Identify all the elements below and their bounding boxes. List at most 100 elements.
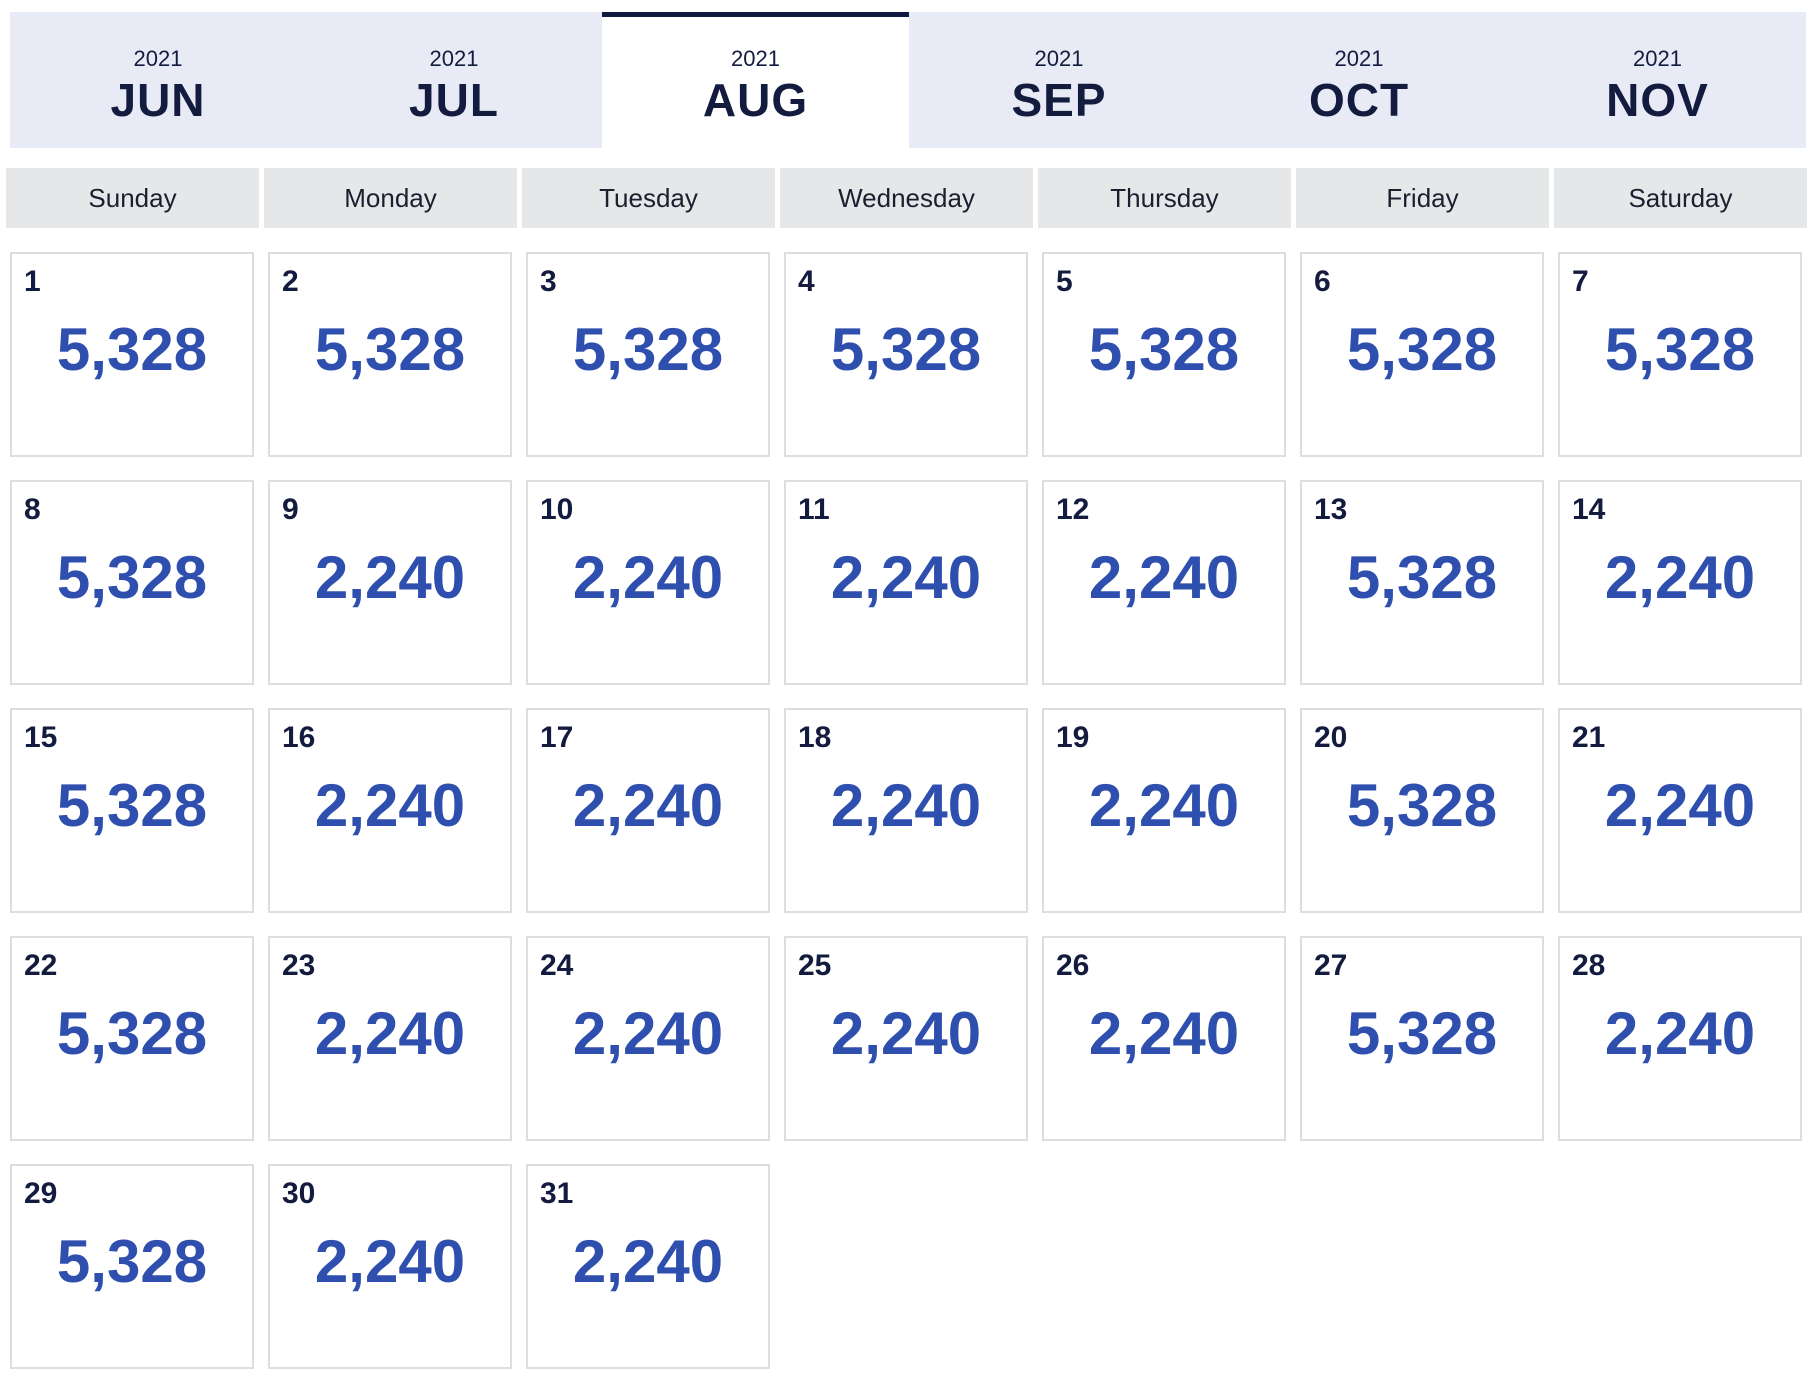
tab-month: OCT xyxy=(1308,74,1410,126)
day-cell[interactable]: 31 2,240 xyxy=(526,1164,770,1369)
day-cell[interactable]: 19 2,240 xyxy=(1042,708,1286,913)
day-number: 9 xyxy=(282,493,299,526)
points-price: 5,328 xyxy=(56,544,208,611)
day-cell[interactable]: 15 5,328 xyxy=(10,708,254,913)
day-cell[interactable]: 6 5,328 xyxy=(1300,252,1544,457)
day-cell[interactable]: 17 2,240 xyxy=(526,708,770,913)
weekday-friday: Friday xyxy=(1296,168,1549,228)
tab-jun[interactable]: 2021 JUN xyxy=(10,12,306,148)
points-price: 2,240 xyxy=(572,772,724,839)
points-price: 2,240 xyxy=(572,1000,724,1067)
weekday-header: Sunday Monday Tuesday Wednesday Thursday… xyxy=(6,168,1808,228)
points-price: 2,240 xyxy=(1088,1000,1240,1067)
day-number: 25 xyxy=(798,949,832,982)
tab-year: 2021 xyxy=(133,46,183,71)
day-number: 6 xyxy=(1314,265,1331,298)
day-cell[interactable]: 4 5,328 xyxy=(784,252,1028,457)
tab-year: 2021 xyxy=(1034,46,1084,71)
day-cell[interactable]: 25 2,240 xyxy=(784,936,1028,1141)
points-price: 2,240 xyxy=(1604,1000,1756,1067)
points-price: 2,240 xyxy=(314,772,466,839)
day-number: 12 xyxy=(1056,493,1090,526)
day-cell[interactable]: 18 2,240 xyxy=(784,708,1028,913)
day-number: 16 xyxy=(282,721,316,754)
day-cell[interactable]: 20 5,328 xyxy=(1300,708,1544,913)
tab-month: SEP xyxy=(1011,74,1107,126)
day-number: 19 xyxy=(1056,721,1090,754)
weekday-sunday: Sunday xyxy=(6,168,259,228)
day-number: 31 xyxy=(540,1177,574,1210)
day-number: 3 xyxy=(540,265,557,298)
weekday-tuesday: Tuesday xyxy=(522,168,775,228)
day-number: 17 xyxy=(540,721,574,754)
day-cell[interactable]: 11 2,240 xyxy=(784,480,1028,685)
points-price: 2,240 xyxy=(1604,544,1756,611)
day-cell[interactable]: 8 5,328 xyxy=(10,480,254,685)
weekday-wednesday: Wednesday xyxy=(780,168,1033,228)
tab-year: 2021 xyxy=(1633,46,1682,71)
day-number: 8 xyxy=(24,493,41,526)
tab-aug[interactable]: 2021 AUG xyxy=(602,12,909,148)
weekday-saturday: Saturday xyxy=(1554,168,1807,228)
tab-year: 2021 xyxy=(429,46,479,71)
day-number: 18 xyxy=(798,721,832,754)
points-price: 5,328 xyxy=(572,316,724,383)
day-cell[interactable]: 5 5,328 xyxy=(1042,252,1286,457)
points-price: 5,328 xyxy=(1346,772,1498,839)
day-number: 1 xyxy=(24,265,41,298)
points-price: 2,240 xyxy=(314,544,466,611)
points-price: 2,240 xyxy=(314,1000,466,1067)
day-cell[interactable]: 13 5,328 xyxy=(1300,480,1544,685)
day-cell[interactable]: 3 5,328 xyxy=(526,252,770,457)
day-cell[interactable]: 9 2,240 xyxy=(268,480,512,685)
day-number: 28 xyxy=(1572,949,1606,982)
tab-month: AUG xyxy=(702,74,809,126)
day-cell[interactable]: 1 5,328 xyxy=(10,252,254,457)
day-cell[interactable]: 26 2,240 xyxy=(1042,936,1286,1141)
day-cell[interactable]: 21 2,240 xyxy=(1558,708,1802,913)
points-price: 5,328 xyxy=(314,316,466,383)
day-cell[interactable]: 12 2,240 xyxy=(1042,480,1286,685)
points-price: 5,328 xyxy=(56,316,208,383)
day-number: 20 xyxy=(1314,721,1348,754)
day-cell[interactable]: 28 2,240 xyxy=(1558,936,1802,1141)
day-cell[interactable]: 16 2,240 xyxy=(268,708,512,913)
day-cell[interactable]: 10 2,240 xyxy=(526,480,770,685)
day-number: 10 xyxy=(540,493,574,526)
day-number: 4 xyxy=(798,265,815,298)
day-number: 22 xyxy=(24,949,58,982)
day-number: 7 xyxy=(1572,265,1589,298)
day-number: 30 xyxy=(282,1177,316,1210)
points-price: 2,240 xyxy=(1604,772,1756,839)
tab-jul[interactable]: 2021 JUL xyxy=(306,12,602,148)
day-number: 14 xyxy=(1572,493,1606,526)
points-price: 2,240 xyxy=(572,544,724,611)
day-number: 21 xyxy=(1572,721,1606,754)
day-number: 5 xyxy=(1056,265,1073,298)
day-cell[interactable]: 22 5,328 xyxy=(10,936,254,1141)
day-cell[interactable]: 2 5,328 xyxy=(268,252,512,457)
day-number: 27 xyxy=(1314,949,1348,982)
day-cell[interactable]: 7 5,328 xyxy=(1558,252,1802,457)
tab-sep[interactable]: 2021 SEP xyxy=(909,12,1209,148)
points-price: 5,328 xyxy=(1346,1000,1498,1067)
tab-oct[interactable]: 2021 OCT xyxy=(1209,12,1509,148)
tab-year: 2021 xyxy=(731,46,780,71)
day-number: 15 xyxy=(24,721,58,754)
tab-month: JUN xyxy=(110,74,206,126)
day-cell[interactable]: 27 5,328 xyxy=(1300,936,1544,1141)
day-cell[interactable]: 29 5,328 xyxy=(10,1164,254,1369)
points-price: 2,240 xyxy=(1088,544,1240,611)
tab-month: JUL xyxy=(409,74,499,126)
day-number: 11 xyxy=(798,493,830,526)
tab-nov[interactable]: 2021 NOV xyxy=(1509,12,1806,148)
points-price: 5,328 xyxy=(1346,316,1498,383)
points-price: 5,328 xyxy=(56,1000,208,1067)
day-cell[interactable]: 14 2,240 xyxy=(1558,480,1802,685)
day-cell[interactable]: 24 2,240 xyxy=(526,936,770,1141)
day-cell[interactable]: 23 2,240 xyxy=(268,936,512,1141)
points-price: 5,328 xyxy=(1604,316,1756,383)
tab-month: NOV xyxy=(1606,74,1709,126)
day-cell[interactable]: 30 2,240 xyxy=(268,1164,512,1369)
